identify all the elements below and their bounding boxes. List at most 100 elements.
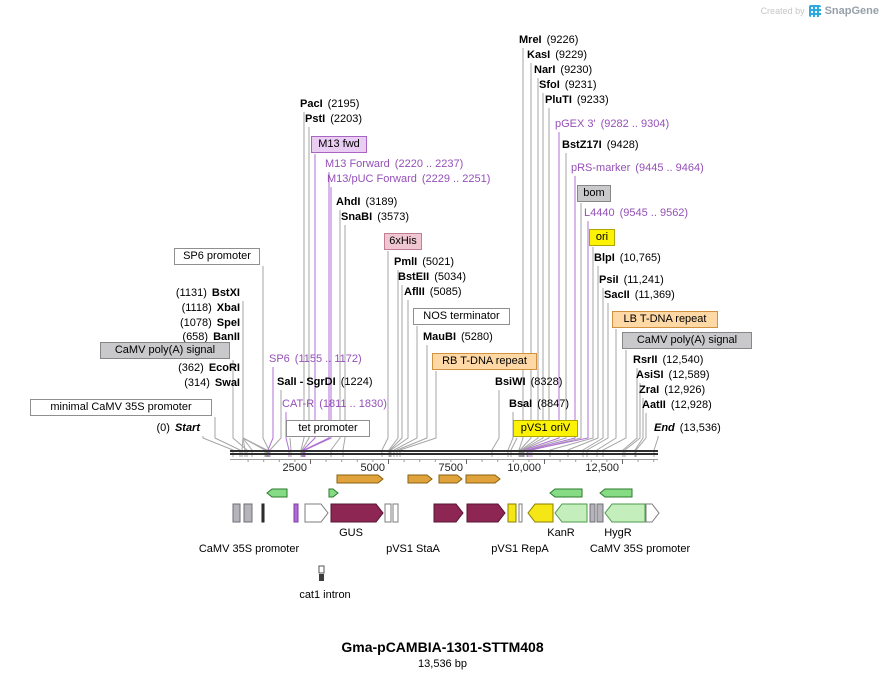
ruler-minor-tick [512, 459, 514, 462]
site-name: AsiSI [636, 369, 664, 381]
site-callout-start: (0) Start [156, 422, 200, 435]
site-name: XbaI [216, 302, 240, 314]
site-position: (5034) [434, 271, 466, 283]
ruler-minor-tick [325, 459, 327, 462]
site-name: BstEII [398, 271, 430, 283]
feature-pvs1-staa [433, 503, 464, 523]
ruler-major-tick [310, 459, 311, 464]
site-name: BstZ17I [562, 139, 602, 151]
feature-name-camv-35s-promoter: CaMV 35S promoter [589, 543, 691, 555]
site-name: M13 Forward [325, 158, 390, 170]
feature-callout-minimal-camv-35s-promoter: minimal CaMV 35S promoter [30, 399, 212, 416]
feature-callout-pvs1-oriv: pVS1 oriV [513, 420, 578, 437]
watermark-created-by-text: Created by [760, 6, 805, 16]
ruler-minor-tick [481, 459, 483, 462]
ruler-major-tick [466, 459, 467, 464]
site-callout-maubi: MauBI (5280) [423, 331, 493, 344]
feature-feature [261, 503, 265, 523]
site-callout-sfoi: SfoI (9231) [539, 79, 597, 92]
feature-kanr [527, 503, 554, 523]
primer-callout-m13-forward: M13 Forward (2220 .. 2237) [325, 158, 463, 171]
site-name: Start [174, 422, 200, 434]
site-position: (658) [182, 331, 209, 343]
site-position: (5021) [422, 256, 455, 268]
feature-primer-site [293, 503, 299, 523]
site-callout-swai: (314) SwaI [184, 377, 240, 390]
feature-callout-nos-terminator: NOS terminator [413, 308, 510, 325]
sequence-line-bottom-strand [230, 453, 658, 455]
primer-callout-m13-puc-forward: M13/pUC Forward (2229 .. 2251) [327, 173, 490, 186]
orf-arrow [549, 488, 583, 498]
site-position: (1131) [175, 287, 207, 299]
site-callout-bstxi: (1131) BstXI [176, 287, 240, 300]
site-name: PmlI [394, 256, 418, 268]
site-name: PstI [305, 113, 326, 125]
site-position: (9545 .. 9562) [619, 207, 689, 219]
site-callout-mrei: MreI (9226) [519, 34, 578, 47]
site-callout-sali-sgrdi: SalI - SgrDI (1224) [277, 376, 372, 389]
ruler-tick-label: 12,500 [585, 462, 619, 474]
site-position: (12,589) [668, 369, 710, 381]
site-name: ZraI [639, 384, 660, 396]
feature-callout-rb-t-dna-repeat: RB T-DNA repeat [432, 353, 537, 370]
site-name: SfoI [539, 79, 560, 91]
site-name: AflII [404, 286, 425, 298]
site-callout-end: End (13,536) [654, 422, 721, 435]
site-callout-psti: PstI (2203) [305, 113, 362, 126]
feature-camv-35s-promoter [604, 503, 646, 523]
site-position: (12,926) [664, 384, 706, 396]
orf-arrow [465, 474, 501, 484]
site-position: (9226) [546, 34, 579, 46]
feature-callout-camv-poly-a-signal: CaMV poly(A) signal [622, 332, 752, 349]
feature-hygr [554, 503, 588, 523]
site-position: (1118) [181, 302, 212, 314]
site-position: (8328) [530, 376, 563, 388]
site-position: (13,536) [679, 422, 721, 434]
feature-pvs1-oriv [507, 503, 517, 523]
site-callout-zrai: ZraI (12,926) [639, 384, 705, 397]
cat1-intron-mark [319, 574, 324, 581]
site-position: (314) [184, 377, 210, 389]
cat1-intron-label: cat1 intron [299, 589, 351, 601]
site-name: SalI - SgrDI [277, 376, 336, 388]
site-position: (2203) [330, 113, 362, 125]
site-position: (0) [156, 422, 170, 434]
ruler-major-tick [388, 459, 389, 464]
site-callout-bsai: BsaI (8847) [509, 398, 569, 411]
site-name: PluTI [545, 94, 572, 106]
site-name: BstXI [211, 287, 240, 299]
site-name: KasI [527, 49, 551, 61]
site-callout-bstz17i: BstZ17I (9428) [562, 139, 639, 152]
site-callout-psii: PsiI (11,241) [599, 274, 664, 287]
site-callout-sacii: SacII (11,369) [604, 289, 675, 302]
ruler-minor-tick [247, 459, 249, 462]
feature-feature [596, 503, 604, 523]
site-name: MreI [519, 34, 542, 46]
ruler-minor-tick [528, 459, 530, 462]
site-name: BlpI [594, 252, 615, 264]
orf-arrow [438, 474, 463, 484]
site-position: (3189) [365, 196, 398, 208]
sequence-line-top-strand [230, 450, 658, 452]
site-position: (10,765) [619, 252, 661, 264]
feature-callout-camv-poly-a-signal: CaMV poly(A) signal [100, 342, 230, 359]
ruler-tick-label: 7500 [438, 462, 463, 474]
site-position: (1078) [179, 317, 212, 329]
orf-arrow [407, 474, 433, 484]
site-position: (1155 .. 1172) [294, 353, 362, 365]
ruler-minor-tick [606, 459, 608, 462]
site-name: NarI [534, 64, 556, 76]
ruler-tick-label: 2500 [282, 462, 307, 474]
feature-callout-tet-promoter: tet promoter [286, 420, 370, 437]
snapgene-watermark: Created by SnapGene [761, 5, 879, 17]
site-position: (9231) [564, 79, 597, 91]
ruler-minor-tick [575, 459, 577, 462]
site-name: SnaBI [341, 211, 373, 223]
feature-callout-sp6-promoter: SP6 promoter [174, 248, 260, 265]
site-position: (11,369) [634, 289, 675, 301]
site-callout-pluti: PluTI (9233) [545, 94, 609, 107]
feature-name-camv-35s-promoter: CaMV 35S promoter [198, 543, 300, 555]
site-position: (9428) [606, 139, 639, 151]
site-name: BsaI [509, 398, 533, 410]
ruler-minor-tick [294, 459, 296, 462]
